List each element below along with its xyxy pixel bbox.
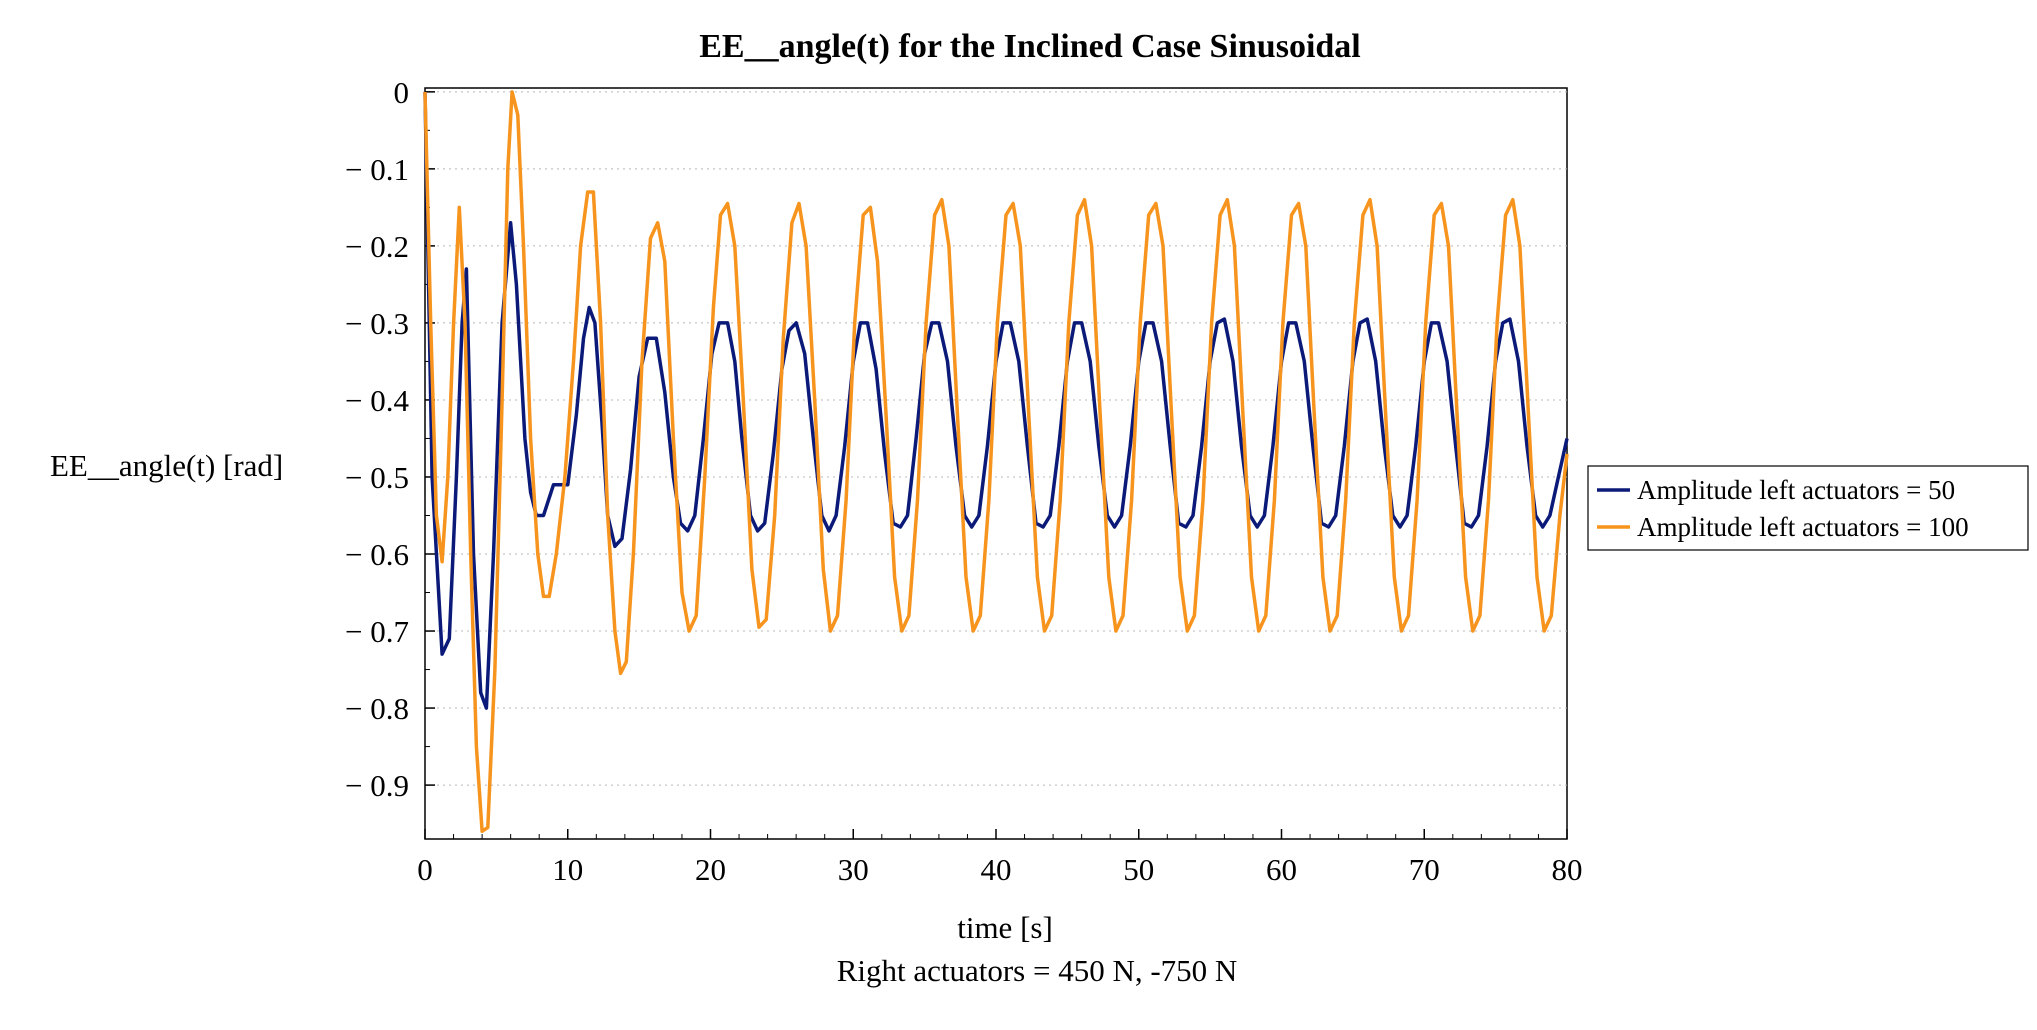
y-tick-label: 0 bbox=[394, 75, 410, 110]
x-tick-label: 0 bbox=[417, 852, 433, 887]
x-axis-label: time [s] bbox=[957, 910, 1053, 945]
series-layer bbox=[423, 90, 1569, 834]
x-tick-label: 20 bbox=[695, 852, 726, 887]
chart-title: EE__angle(t) for the Inclined Case Sinus… bbox=[699, 28, 1361, 65]
x-tick-label: 10 bbox=[552, 852, 583, 887]
grid-lines bbox=[425, 91, 1567, 786]
y-tick-label: − 0.3 bbox=[345, 306, 409, 341]
legend-label-1: Amplitude left actuators = 50 bbox=[1637, 475, 1955, 505]
x-tick-label: 70 bbox=[1409, 852, 1440, 887]
y-tick-label: − 0.1 bbox=[345, 152, 409, 187]
y-tick-label: − 0.2 bbox=[345, 229, 409, 264]
x-tick-label: 40 bbox=[981, 852, 1012, 887]
x-tick-label: 50 bbox=[1123, 852, 1154, 887]
x-tick-label: 30 bbox=[838, 852, 869, 887]
series-line-1 bbox=[423, 91, 1569, 710]
plot-frame bbox=[424, 87, 1568, 840]
x-tick-label: 80 bbox=[1552, 852, 1583, 887]
legend-box bbox=[1587, 465, 2029, 551]
chart-caption: Right actuators = 450 N, -750 N bbox=[837, 953, 1238, 988]
series-line-2 bbox=[423, 90, 1569, 834]
legend-label-2: Amplitude left actuators = 100 bbox=[1637, 512, 1969, 542]
y-tick-label: − 0.8 bbox=[345, 691, 409, 726]
y-tick-label: − 0.7 bbox=[345, 614, 409, 649]
y-tick-label: − 0.4 bbox=[345, 383, 409, 418]
y-tick-label: − 0.9 bbox=[345, 768, 409, 803]
x-tick-label: 60 bbox=[1266, 852, 1297, 887]
legend: Amplitude left actuators = 50 Amplitude l… bbox=[1587, 465, 2029, 551]
y-tick-label: − 0.5 bbox=[345, 460, 409, 495]
y-tick-label: − 0.6 bbox=[345, 537, 409, 572]
y-axis-label: EE__angle(t) [rad] bbox=[50, 448, 283, 483]
axes: 0 − 0.1 − 0.2 − 0.3 − 0.4 − 0.5 − 0.6 − 0.7 − 0.… bbox=[345, 75, 1582, 887]
